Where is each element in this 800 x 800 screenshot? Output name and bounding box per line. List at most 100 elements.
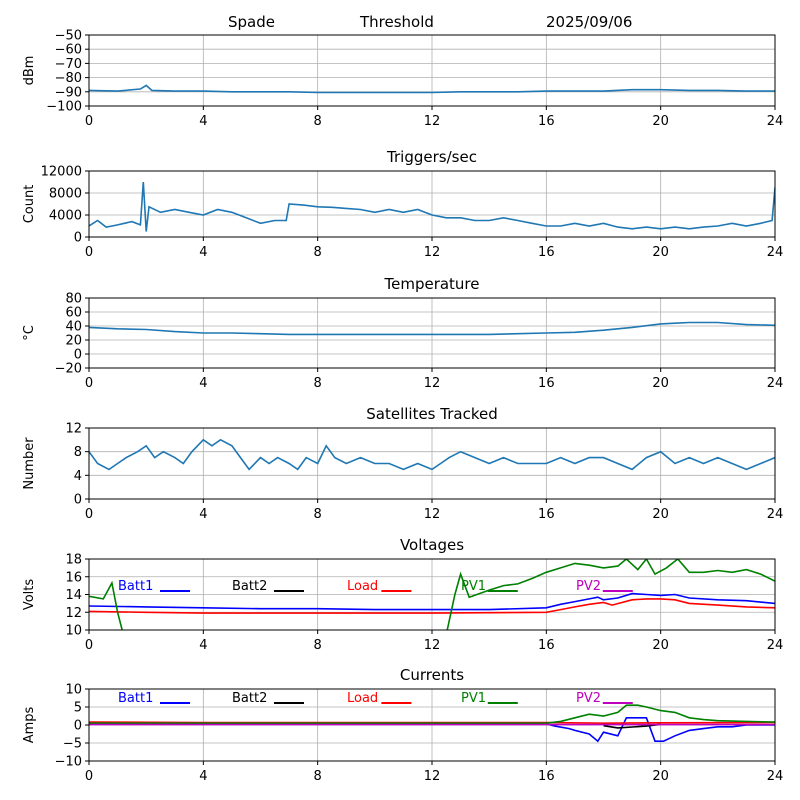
x-tick-label: 16 xyxy=(538,507,555,522)
series-line-pv1 xyxy=(89,559,775,630)
x-tick-label: 8 xyxy=(314,376,322,391)
x-tick-label: 12 xyxy=(424,114,441,129)
series-line-batt1 xyxy=(89,717,775,743)
y-tick-label: −60 xyxy=(55,43,82,58)
x-tick-label: 12 xyxy=(424,638,441,653)
x-tick-label: 24 xyxy=(767,638,784,653)
y-tick-label: 12 xyxy=(65,422,82,437)
x-tick-label: 20 xyxy=(652,769,669,784)
y-tick-label: 12 xyxy=(65,606,82,621)
x-tick-label: 16 xyxy=(538,114,555,129)
x-tick-label: 4 xyxy=(199,114,207,129)
x-tick-label: 24 xyxy=(767,114,784,129)
chart-title: Triggers/sec xyxy=(386,148,477,166)
y-tick-label: 8 xyxy=(74,445,82,460)
legend-label-pv1: PV1 xyxy=(461,691,486,706)
chart-panel-4: 0 4 8 12 16 20 24 0 4 8 12 Satellites Tracked Number xyxy=(22,405,783,522)
y-tick-label: 0 xyxy=(74,719,82,734)
legend-label-load: Load xyxy=(347,579,378,594)
x-tick-label: 0 xyxy=(85,638,93,653)
x-tick-label: 4 xyxy=(199,507,207,522)
y-tick-label: 10 xyxy=(65,683,82,698)
y-axis-label: Count xyxy=(22,185,37,224)
x-tick-label: 16 xyxy=(538,638,555,653)
x-tick-label: 24 xyxy=(767,245,784,260)
y-tick-label: 0 xyxy=(74,493,82,508)
x-tick-label: 16 xyxy=(538,376,555,391)
y-tick-label: 16 xyxy=(65,570,82,585)
chart-panel-2: 0 4 8 12 16 20 24 0 4000 8000 12000 Triggers/sec Cou… xyxy=(22,148,783,260)
chart-panel-6: 0 4 8 12 16 20 24 −10 −5 0 5 10 Currents Amps Batt1 Bat… xyxy=(22,666,783,784)
y-tick-label: 14 xyxy=(65,588,82,603)
x-tick-label: 12 xyxy=(424,507,441,522)
y-tick-label: 20 xyxy=(65,334,82,349)
y-tick-label: −20 xyxy=(55,362,82,377)
legend-label-batt2: Batt2 xyxy=(232,579,267,594)
y-axis-label: dBm xyxy=(22,56,37,86)
y-tick-label: 4000 xyxy=(49,209,82,224)
y-tick-label: 10 xyxy=(65,624,82,639)
chart-title: Voltages xyxy=(400,536,464,554)
y-tick-label: 0 xyxy=(74,348,82,363)
x-tick-label: 0 xyxy=(85,507,93,522)
legend-label-pv2: PV2 xyxy=(576,691,601,706)
y-tick-label: 40 xyxy=(65,320,82,335)
chart-title: Satellites Tracked xyxy=(366,405,497,423)
x-tick-label: 4 xyxy=(199,638,207,653)
legend-label-batt1: Batt1 xyxy=(118,691,153,706)
x-tick-label: 4 xyxy=(199,376,207,391)
y-tick-label: −50 xyxy=(55,29,82,44)
x-tick-label: 20 xyxy=(652,114,669,129)
x-tick-label: 0 xyxy=(85,245,93,260)
legend-label-batt1: Batt1 xyxy=(118,579,153,594)
legend-label-pv2: PV2 xyxy=(576,579,601,594)
chart-title: Currents xyxy=(400,666,464,684)
x-tick-label: 16 xyxy=(538,245,555,260)
y-axis-label: Volts xyxy=(22,579,37,611)
y-tick-label: −100 xyxy=(46,100,82,115)
series-line-1 xyxy=(89,84,775,94)
series-line-load xyxy=(89,598,775,614)
chart-panel-1: 0 4 8 12 16 20 24 −100−90−80−70−60−50 dBm xyxy=(22,29,783,130)
legend-label-load: Load xyxy=(347,691,378,706)
x-tick-label: 12 xyxy=(424,376,441,391)
y-tick-label: 80 xyxy=(65,292,82,307)
legend-label-batt2: Batt2 xyxy=(232,691,267,706)
y-tick-label: 60 xyxy=(65,306,82,321)
x-tick-label: 8 xyxy=(314,245,322,260)
x-tick-label: 20 xyxy=(652,638,669,653)
chart-panel-5: 0 4 8 12 16 20 24 10 12 14 16 18 Voltages Volts Batt1 B… xyxy=(22,536,783,653)
y-tick-label: −10 xyxy=(55,755,82,770)
x-tick-label: 16 xyxy=(538,769,555,784)
x-tick-label: 24 xyxy=(767,376,784,391)
y-tick-label: 5 xyxy=(74,701,82,716)
y-axis-label: Number xyxy=(22,437,37,490)
series-line-1 xyxy=(89,321,775,336)
x-tick-label: 12 xyxy=(424,769,441,784)
x-tick-label: 20 xyxy=(652,245,669,260)
x-tick-label: 4 xyxy=(199,769,207,784)
header-station: Spade xyxy=(228,13,275,31)
series-line-pv1 xyxy=(89,704,775,724)
series-line-1 xyxy=(89,181,775,232)
x-tick-label: 0 xyxy=(85,114,93,129)
y-tick-label: −80 xyxy=(55,71,82,86)
y-axis-label: °C xyxy=(22,325,37,341)
x-tick-label: 8 xyxy=(314,114,322,129)
legend-label-pv1: PV1 xyxy=(461,579,486,594)
y-tick-label: 4 xyxy=(74,469,82,484)
y-tick-label: −70 xyxy=(55,57,82,72)
x-tick-label: 4 xyxy=(199,245,207,260)
y-tick-label: 18 xyxy=(65,553,82,568)
chart-title: Temperature xyxy=(383,275,479,293)
header-label: Threshold xyxy=(359,13,434,31)
x-tick-label: 0 xyxy=(85,769,93,784)
x-tick-label: 24 xyxy=(767,507,784,522)
y-tick-label: 8000 xyxy=(49,187,82,202)
y-axis-label: Amps xyxy=(22,706,37,743)
x-tick-label: 8 xyxy=(314,638,322,653)
y-tick-label: −90 xyxy=(55,85,82,100)
y-tick-label: 0 xyxy=(74,231,82,246)
